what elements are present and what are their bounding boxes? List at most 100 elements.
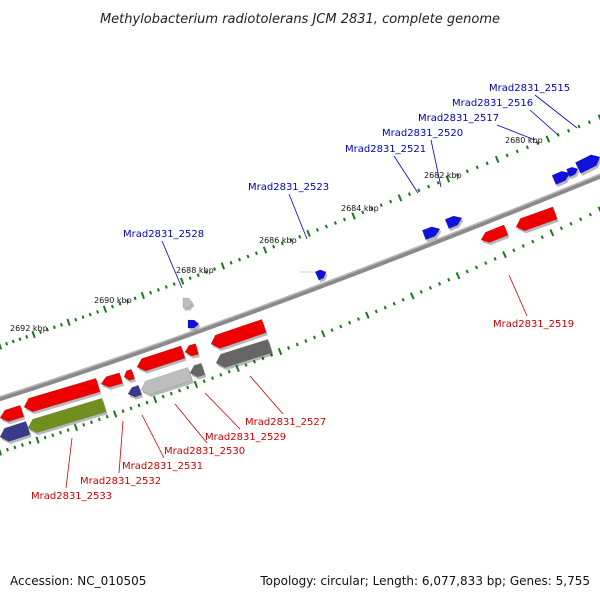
leader-line [161, 240, 183, 289]
gene-arrow [184, 343, 200, 359]
scale-tick [315, 228, 319, 232]
scale-tick [238, 257, 242, 262]
scale-tick [229, 260, 233, 265]
scale-tick [556, 133, 560, 137]
scale-tick [140, 291, 145, 300]
leader-line [529, 109, 559, 136]
gene-arrow [300, 271, 326, 273]
leader-line [174, 403, 208, 444]
scale-tick [324, 224, 328, 229]
scale-tick [73, 423, 78, 432]
gene-label: Mrad2831_2523 [248, 182, 329, 193]
gene-label: Mrad2831_2517 [418, 113, 499, 124]
scale-tick [577, 124, 581, 129]
scale-tick [545, 135, 551, 143]
gene-arrow [421, 226, 442, 243]
gene-arrow [574, 154, 600, 176]
scale-tick [20, 443, 24, 447]
scale-tick [579, 217, 583, 222]
scale-tick [156, 288, 160, 292]
scale-tick [536, 141, 540, 146]
scale-tick [74, 317, 78, 322]
scale-tick [25, 335, 29, 339]
leader-line [65, 437, 73, 489]
scale-tick [531, 239, 535, 244]
leader-line [393, 155, 419, 194]
scale-tick [356, 317, 361, 321]
scale-tick [525, 145, 529, 150]
scale-tick [455, 272, 461, 280]
scale-tick [219, 373, 223, 377]
scale-tick [456, 173, 460, 177]
scale-tick [149, 290, 153, 295]
gene-arrow [551, 170, 572, 188]
scale-tick [348, 320, 352, 325]
scale-tick [306, 229, 311, 237]
scale-tick [588, 212, 592, 217]
scale-tick [145, 400, 149, 405]
gene-arrow [314, 269, 328, 283]
scale-tick [82, 422, 86, 427]
scale-tick [512, 248, 516, 253]
genome-backbone [0, 173, 600, 402]
scale-tick [220, 262, 226, 270]
scale-tick [494, 155, 500, 164]
scale-label: 2686 kbp [259, 236, 297, 245]
scale-label: 2682 kbp [424, 171, 462, 180]
scale-tick [567, 128, 571, 133]
gene-label: Mrad2831_2531 [122, 461, 203, 472]
leader-line [249, 375, 284, 415]
scale-tick [45, 327, 49, 332]
scale-tick [417, 188, 421, 193]
scale-tick [5, 341, 9, 346]
scale-tick [196, 273, 200, 277]
scale-tick [277, 347, 283, 356]
scale-tick [370, 206, 374, 211]
scale-tick [121, 409, 125, 413]
scale-tick [88, 312, 92, 317]
gene-arrow [515, 206, 559, 234]
scale-tick [485, 161, 489, 166]
scale-tick [96, 310, 100, 314]
scale-tick [351, 212, 356, 220]
gene-arrow [123, 368, 137, 383]
gene-label: Mrad2831_2533 [31, 491, 112, 502]
scale-tick [321, 330, 326, 338]
scale-tick [244, 363, 248, 367]
scale-tick [118, 302, 122, 306]
scale-tick [272, 244, 276, 249]
scale-tick [210, 376, 214, 380]
scale-tick [246, 254, 250, 259]
gene-label: Mrad2831_2530 [164, 446, 245, 457]
gene-arrow [187, 319, 201, 331]
scale-tick [52, 325, 56, 330]
scale-tick [330, 328, 334, 333]
scale-tick [379, 203, 383, 208]
scale-tick [66, 428, 70, 432]
scale-tick [287, 346, 291, 350]
scale-tick [186, 385, 190, 390]
scale-tick [0, 448, 2, 456]
scale-tick [188, 276, 192, 280]
scale-tick [427, 184, 431, 189]
scale-tick [549, 229, 555, 237]
scale-tick [474, 265, 479, 270]
scale-tick [97, 417, 101, 422]
scale-tick [401, 297, 405, 302]
scale-label: 2684 kbp [341, 204, 379, 213]
scale-tick [295, 342, 299, 347]
scale-tick [129, 406, 133, 411]
scale-tick [475, 165, 479, 170]
scale-tick [235, 364, 240, 372]
scale-label: 2690 kbp [94, 296, 132, 305]
scale-tick [428, 286, 432, 290]
gene-arrow [566, 166, 580, 180]
scale-tick [172, 282, 176, 286]
scale-tick [361, 210, 365, 215]
scale-tick [28, 440, 32, 445]
scale-tick [304, 339, 308, 343]
accession-text: Accession: NC_010505 [10, 574, 147, 588]
scale-tick [505, 153, 509, 158]
scale-tick [137, 403, 141, 408]
